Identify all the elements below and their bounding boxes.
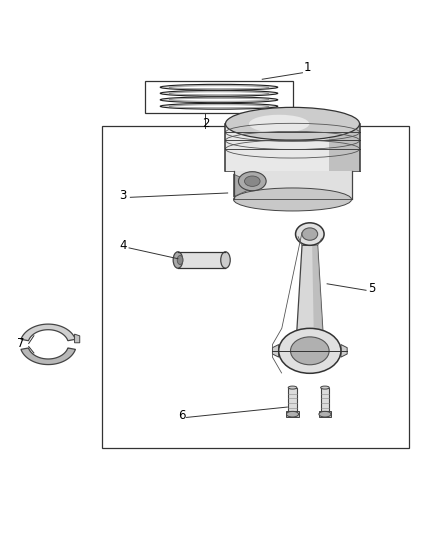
Polygon shape bbox=[226, 124, 360, 172]
Polygon shape bbox=[297, 245, 323, 330]
Ellipse shape bbox=[321, 386, 329, 389]
Text: 1: 1 bbox=[304, 61, 311, 74]
Ellipse shape bbox=[160, 103, 278, 109]
Polygon shape bbox=[329, 124, 360, 172]
Ellipse shape bbox=[177, 255, 183, 264]
Ellipse shape bbox=[169, 86, 269, 88]
Polygon shape bbox=[233, 174, 259, 197]
Ellipse shape bbox=[160, 91, 278, 96]
Ellipse shape bbox=[169, 92, 269, 95]
Text: 7: 7 bbox=[17, 336, 25, 350]
Ellipse shape bbox=[169, 98, 269, 101]
Text: 5: 5 bbox=[368, 282, 375, 295]
Ellipse shape bbox=[173, 252, 183, 268]
Ellipse shape bbox=[249, 115, 309, 133]
Bar bbox=[286, 411, 299, 417]
Text: 3: 3 bbox=[120, 189, 127, 203]
Bar bbox=[319, 411, 331, 417]
Polygon shape bbox=[272, 344, 279, 357]
Polygon shape bbox=[233, 172, 352, 199]
Text: 4: 4 bbox=[120, 239, 127, 252]
Ellipse shape bbox=[319, 411, 331, 417]
Ellipse shape bbox=[169, 105, 269, 108]
Ellipse shape bbox=[160, 84, 278, 90]
Polygon shape bbox=[341, 344, 347, 357]
Ellipse shape bbox=[302, 228, 318, 240]
Polygon shape bbox=[21, 324, 75, 341]
Ellipse shape bbox=[244, 176, 260, 187]
Ellipse shape bbox=[238, 172, 266, 191]
Polygon shape bbox=[21, 348, 75, 365]
Ellipse shape bbox=[279, 328, 341, 373]
Polygon shape bbox=[74, 334, 80, 343]
Ellipse shape bbox=[233, 188, 352, 211]
Bar bbox=[145, 80, 293, 113]
Bar bbox=[321, 387, 329, 411]
Polygon shape bbox=[312, 245, 323, 330]
Ellipse shape bbox=[288, 386, 297, 389]
Ellipse shape bbox=[290, 337, 329, 365]
Bar bbox=[102, 126, 409, 448]
Ellipse shape bbox=[221, 252, 230, 268]
Polygon shape bbox=[178, 252, 226, 268]
Bar bbox=[288, 387, 297, 411]
Ellipse shape bbox=[226, 107, 360, 140]
Ellipse shape bbox=[286, 411, 299, 417]
Ellipse shape bbox=[296, 223, 324, 245]
Text: 2: 2 bbox=[202, 117, 209, 130]
Ellipse shape bbox=[160, 97, 278, 103]
Text: 6: 6 bbox=[178, 409, 185, 422]
